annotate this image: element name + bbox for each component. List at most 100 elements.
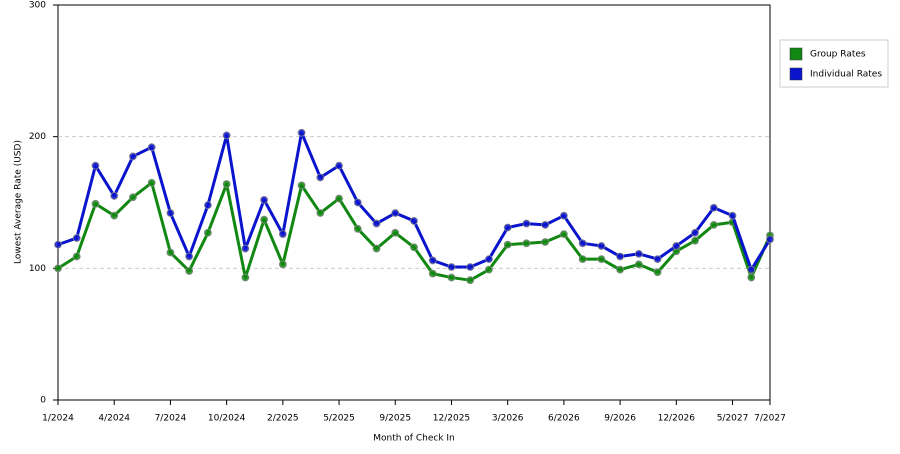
x-tick-label: 10/2024 bbox=[208, 414, 246, 424]
point bbox=[185, 267, 194, 275]
x-axis-label: Month of Check In bbox=[373, 434, 455, 444]
point bbox=[616, 252, 625, 261]
point bbox=[559, 230, 568, 239]
point bbox=[297, 181, 306, 190]
point bbox=[597, 255, 606, 264]
x-tick-label: 2/2025 bbox=[267, 414, 299, 424]
point bbox=[185, 252, 194, 261]
point bbox=[709, 220, 718, 229]
point bbox=[578, 255, 587, 264]
x-tick-label: 7/2027 bbox=[754, 414, 786, 424]
point bbox=[241, 244, 250, 253]
point bbox=[728, 211, 737, 220]
point bbox=[54, 264, 62, 273]
legend-label: Individual Rates bbox=[810, 70, 882, 80]
point bbox=[166, 209, 175, 217]
point bbox=[72, 234, 81, 242]
point bbox=[634, 260, 643, 269]
point bbox=[485, 255, 493, 264]
point bbox=[447, 273, 456, 282]
point bbox=[241, 273, 250, 282]
point bbox=[541, 220, 550, 229]
point bbox=[316, 173, 325, 182]
point bbox=[485, 265, 493, 274]
point bbox=[278, 230, 287, 239]
point bbox=[410, 217, 418, 225]
legend-swatch bbox=[789, 67, 803, 81]
point bbox=[691, 236, 699, 245]
x-tick-label: 4/2024 bbox=[98, 414, 130, 424]
point bbox=[54, 240, 62, 249]
point bbox=[372, 244, 381, 253]
x-tick-label: 12/2025 bbox=[433, 414, 470, 424]
point bbox=[391, 209, 400, 217]
point bbox=[203, 201, 212, 210]
x-tick-label: 12/2026 bbox=[658, 414, 696, 424]
point bbox=[447, 263, 456, 271]
point bbox=[222, 131, 231, 140]
point bbox=[335, 161, 343, 170]
point bbox=[260, 195, 269, 204]
point bbox=[578, 239, 587, 248]
x-tick-label: 6/2026 bbox=[548, 414, 580, 424]
point bbox=[747, 273, 756, 282]
y-tick-label: 0 bbox=[40, 396, 46, 406]
point bbox=[129, 152, 137, 161]
point bbox=[316, 209, 325, 217]
point bbox=[222, 180, 231, 188]
point bbox=[709, 203, 718, 212]
point bbox=[297, 128, 306, 137]
point bbox=[766, 235, 774, 244]
point bbox=[672, 242, 681, 250]
point bbox=[110, 211, 119, 220]
point bbox=[466, 276, 475, 285]
point bbox=[91, 199, 100, 208]
y-tick-label: 200 bbox=[29, 132, 46, 142]
point bbox=[353, 224, 362, 233]
point bbox=[653, 268, 662, 277]
point bbox=[410, 243, 418, 252]
x-tick-label: 5/2027 bbox=[717, 414, 749, 424]
point bbox=[278, 260, 287, 269]
legend-label: Group Rates bbox=[810, 50, 866, 60]
plot-frame bbox=[57, 4, 771, 401]
point bbox=[634, 249, 643, 258]
x-tick-label: 7/2024 bbox=[155, 414, 187, 424]
point bbox=[559, 211, 568, 220]
point bbox=[691, 228, 699, 237]
x-tick-label: 9/2026 bbox=[604, 414, 636, 424]
point bbox=[747, 265, 756, 274]
y-tick-label: 100 bbox=[29, 264, 46, 274]
point bbox=[466, 263, 475, 271]
x-tick-label: 9/2025 bbox=[379, 414, 411, 424]
point bbox=[653, 255, 662, 264]
point bbox=[428, 256, 437, 265]
point bbox=[110, 192, 119, 200]
point bbox=[335, 194, 343, 203]
x-tick-label: 3/2026 bbox=[492, 414, 524, 424]
point bbox=[372, 219, 381, 228]
point bbox=[129, 193, 137, 202]
legend-swatch bbox=[789, 47, 803, 61]
point bbox=[541, 238, 550, 246]
point bbox=[203, 228, 212, 237]
point bbox=[353, 198, 362, 207]
point bbox=[503, 223, 512, 232]
point bbox=[260, 215, 269, 224]
x-tick-label: 5/2025 bbox=[323, 414, 355, 424]
point bbox=[391, 228, 400, 237]
x-tick-label: 1/2024 bbox=[42, 414, 74, 424]
point bbox=[503, 240, 512, 249]
point bbox=[166, 248, 175, 257]
point bbox=[522, 219, 531, 228]
point bbox=[616, 265, 625, 274]
y-axis-label: Lowest Average Rate (USD) bbox=[14, 140, 24, 264]
point bbox=[428, 269, 437, 278]
point bbox=[597, 242, 606, 250]
point bbox=[147, 178, 156, 187]
point bbox=[72, 252, 81, 261]
point bbox=[522, 239, 531, 248]
point bbox=[91, 161, 100, 170]
point bbox=[147, 143, 156, 152]
